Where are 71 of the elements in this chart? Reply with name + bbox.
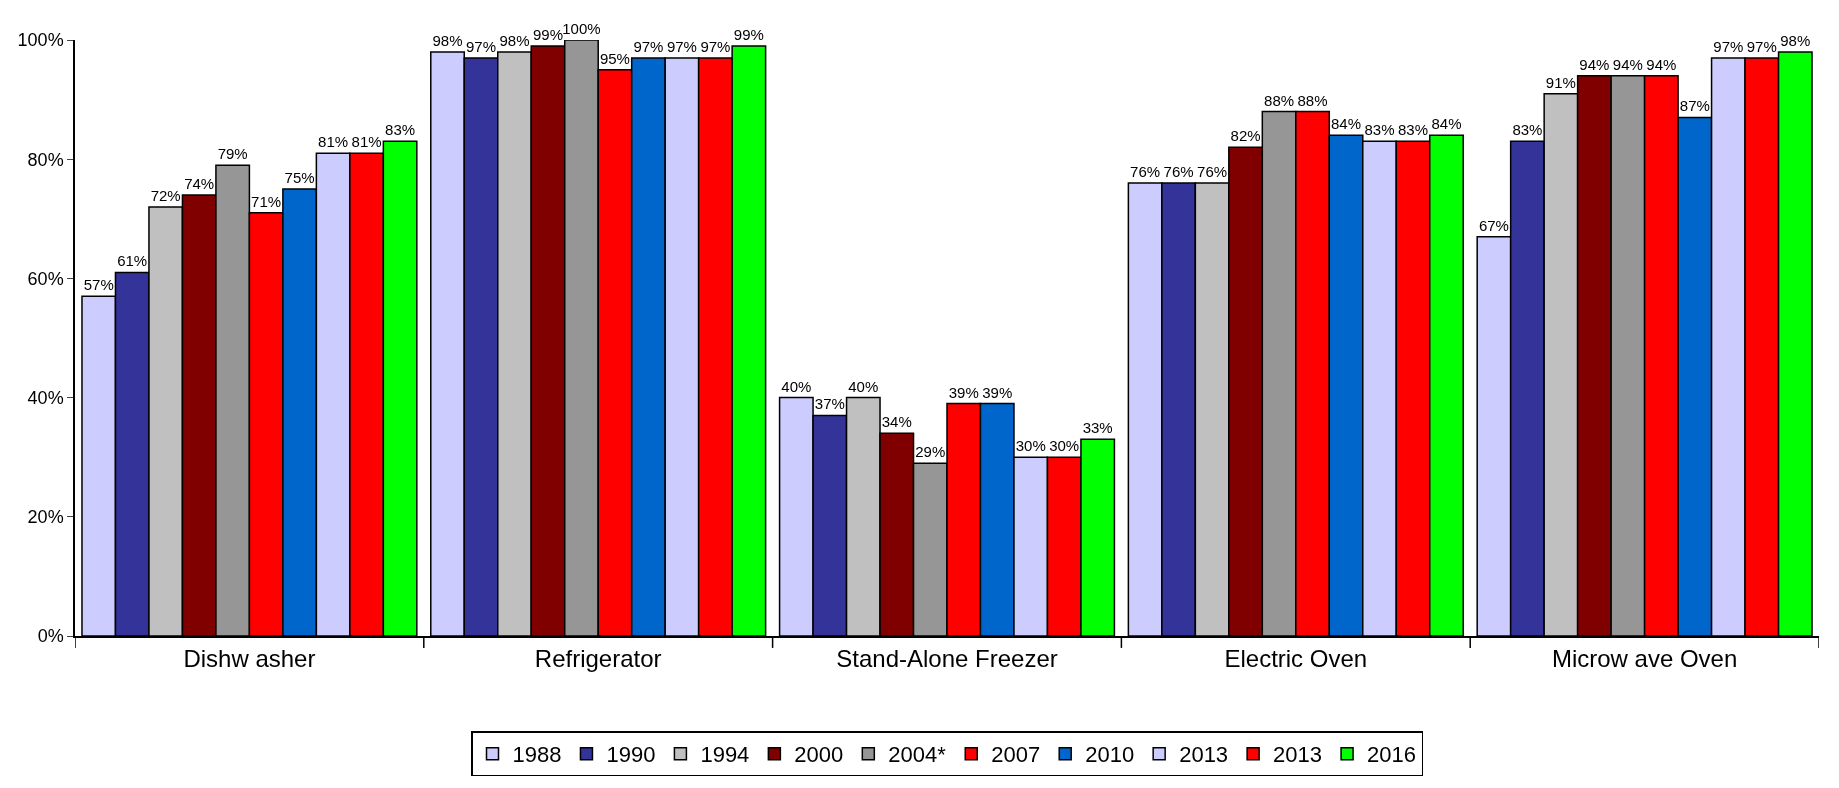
- x-tick-label: Dishw asher: [183, 644, 316, 672]
- data-label: 71%: [251, 192, 282, 210]
- data-label: 72%: [150, 186, 181, 204]
- data-label: 97%: [666, 37, 697, 55]
- data-label: 75%: [284, 169, 315, 186]
- x-tick-label: Electric Oven: [1224, 644, 1368, 672]
- data-label: 40%: [781, 377, 812, 395]
- data-label: 98%: [432, 31, 463, 49]
- data-label: 84%: [1431, 115, 1462, 133]
- data-label: 91%: [1545, 73, 1576, 91]
- y-tick-label: 20%: [27, 507, 64, 528]
- y-tick-label: 80%: [27, 149, 64, 170]
- data-label: 81%: [351, 133, 382, 151]
- data-label: 95%: [599, 49, 630, 67]
- data-label: 88%: [1297, 91, 1328, 109]
- data-label: 94%: [1579, 55, 1610, 73]
- data-label: 30%: [1049, 437, 1080, 455]
- data-label: 97%: [633, 37, 664, 55]
- legend-label: 2013: [1179, 742, 1229, 768]
- data-label: 76%: [1163, 163, 1194, 181]
- legend-label: 2007: [991, 742, 1041, 768]
- data-label: 98%: [1780, 31, 1811, 49]
- data-label: 83%: [1512, 121, 1543, 139]
- data-label: 29%: [915, 443, 946, 461]
- data-label: 98%: [499, 31, 530, 49]
- data-label: 97%: [1713, 37, 1744, 55]
- data-label: 34%: [881, 413, 912, 431]
- legend-label: 1988: [512, 742, 562, 768]
- legend-label: 2004*: [888, 742, 947, 768]
- x-tick-label: Refrigerator: [534, 644, 662, 672]
- legend-label: 1994: [700, 742, 750, 768]
- y-tick-label: 60%: [27, 268, 64, 289]
- legend-label: 2000: [794, 742, 844, 768]
- data-label: 67%: [1478, 216, 1509, 234]
- data-label: 81%: [318, 133, 349, 151]
- y-tick-label: 40%: [27, 387, 64, 408]
- data-label: 94%: [1612, 55, 1643, 73]
- y-tick-label: 0%: [37, 626, 64, 647]
- x-tick-label: Stand-Alone Freezer: [836, 644, 1058, 672]
- data-label: 83%: [1364, 121, 1395, 139]
- data-label: 83%: [1397, 121, 1429, 139]
- data-label: 100%: [562, 20, 601, 37]
- data-label: 76%: [1130, 163, 1161, 181]
- data-label: 74%: [184, 174, 215, 192]
- data-label: 40%: [848, 377, 879, 395]
- legend-label: 1990: [606, 742, 656, 768]
- data-label: 30%: [1015, 437, 1046, 455]
- data-label: 87%: [1679, 97, 1710, 115]
- data-label: 76%: [1197, 163, 1228, 181]
- data-label: 83%: [385, 121, 416, 139]
- data-label: 82%: [1230, 127, 1261, 145]
- data-label: 97%: [1746, 37, 1777, 55]
- data-label: 97%: [465, 37, 497, 55]
- data-label: 57%: [83, 276, 114, 294]
- data-label: 79%: [217, 145, 248, 163]
- y-tick-label: 100%: [17, 30, 64, 51]
- data-label: 39%: [948, 383, 979, 401]
- data-label: 37%: [814, 395, 845, 413]
- data-label: 99%: [532, 25, 563, 43]
- data-label: 39%: [982, 383, 1013, 401]
- data-label: 88%: [1264, 91, 1295, 109]
- legend-label: 2013: [1273, 742, 1323, 768]
- x-tick-label: Microw ave Oven: [1551, 644, 1738, 672]
- data-label: 84%: [1331, 115, 1362, 133]
- data-label: 97%: [700, 37, 731, 55]
- data-label: 61%: [117, 252, 148, 270]
- data-label: 94%: [1646, 55, 1677, 73]
- data-label: 99%: [733, 25, 764, 43]
- legend-label: 2016: [1367, 742, 1417, 768]
- data-label: 33%: [1082, 419, 1113, 437]
- legend-label: 2010: [1085, 742, 1135, 768]
